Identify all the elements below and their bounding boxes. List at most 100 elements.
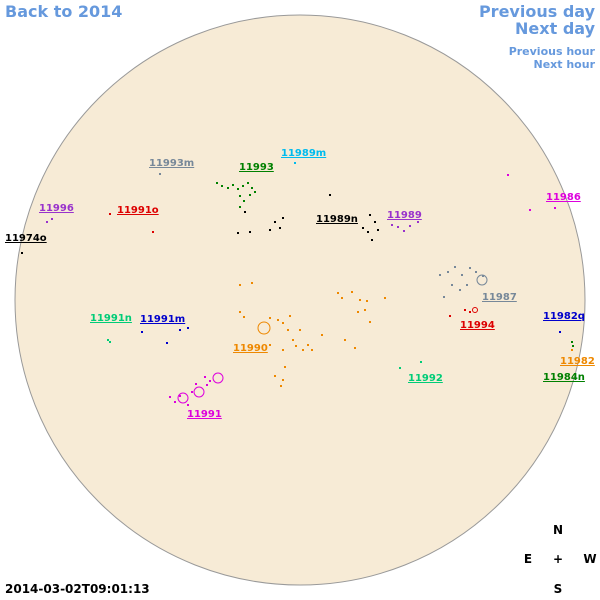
sunspot-11993m-dot-0 [159,173,161,175]
region-label-11996[interactable]: 11996 [39,203,74,214]
sunspot-11992-dot-0 [420,361,422,363]
sunspot-11991n-dot-1 [109,341,111,343]
region-label-11991o[interactable]: 11991o [117,205,159,216]
region-label-11984n[interactable]: 11984n [543,372,585,383]
sunspot-11993-dot-6 [247,182,249,184]
sunspot-features [21,162,574,406]
compass: N E + W S [524,523,597,596]
region-label-11993m[interactable]: 11993m [149,158,194,169]
sunspot-11992-dot-1 [399,367,401,369]
sunspot-11991-dot-2 [179,395,181,397]
previous-hour-link[interactable]: Previous hour [508,45,595,58]
solar-disk [14,14,586,586]
sunspot-11993-dot-10 [239,206,241,208]
sunspot-11990-dot-28 [321,334,323,336]
sunspot-ring-3 [177,392,189,404]
sunspot-11987-dot-8 [459,289,461,291]
sunspot-11986-dot-1 [529,209,531,211]
sunspot-11990-dot-11 [295,345,297,347]
sunspot-11993-dot-5 [242,185,244,187]
region-label-11990[interactable]: 11990 [233,343,268,354]
sunspot-11991-dot-0 [169,396,171,398]
sunspot-11989n-dot-1 [244,211,246,213]
sunspot-11991n-dot-0 [107,339,109,341]
region-label-11989m[interactable]: 11989m [281,148,326,159]
sunspot-11982-dot-0 [571,349,573,351]
region-label-11987[interactable]: 11987 [482,292,517,303]
region-label-11993[interactable]: 11993 [239,162,274,173]
sunspot-11990-dot-19 [337,292,339,294]
region-label-11986[interactable]: 11986 [546,192,581,203]
sunspot-11989-dot-3 [409,225,411,227]
sunspot-11990-dot-0 [239,284,241,286]
compass-east: E [524,552,532,566]
sunspot-11991m-dot-3 [166,342,168,344]
sunspot-11991m-dot-2 [187,327,189,329]
next-day-link[interactable]: Next day [515,19,595,38]
sunspot-11990-dot-30 [280,385,282,387]
sunspot-11987-dot-1 [447,271,449,273]
sunspot-ring-0 [257,321,271,335]
region-label-11982[interactable]: 11982 [560,356,595,367]
sunspot-11987-dot-6 [482,275,484,277]
sunspot-11990-dot-13 [307,344,309,346]
sunspot-11996-dot-0 [46,221,48,223]
sunspot-11990-dot-17 [274,375,276,377]
sunspot-11987-dot-2 [454,266,456,268]
sunspot-11990-dot-14 [311,349,313,351]
region-label-11994[interactable]: 11994 [460,320,495,331]
sunspot-11989-dot-4 [417,221,419,223]
sunspot-11989n-dot-2 [274,221,276,223]
previous-day-link[interactable]: Previous day [478,2,595,21]
sunspot-11982q-dot-0 [559,331,561,333]
observation-timestamp: 2014-03-02T09:01:13 [5,582,150,596]
region-label-11991[interactable]: 11991 [187,409,222,420]
sunspot-11986-dot-0 [507,174,509,176]
sunspot-11994-dot-0 [464,309,466,311]
sunspot-11990-dot-12 [302,349,304,351]
sunspot-11986-dot-2 [554,207,556,209]
sunspot-11993-dot-1 [221,185,223,187]
back-to-year-link[interactable]: Back to 2014 [5,2,123,21]
sunspot-11989n-dot-13 [377,229,379,231]
sunspot-11990-dot-29 [284,366,286,368]
sunspot-11993-dot-3 [232,184,234,186]
sunspot-11989-dot-0 [391,224,393,226]
sunspot-11993-dot-2 [227,187,229,189]
compass-south: S [554,582,563,596]
sunspot-11990-dot-32 [384,297,386,299]
sunspot-11991o-dot-1 [152,231,154,233]
sunspot-11989n-dot-0 [329,194,331,196]
sunspot-ring-5 [472,307,478,313]
sunspot-11990-dot-24 [369,321,371,323]
sunspot-11991-dot-6 [209,380,211,382]
sunspot-11990-dot-18 [282,379,284,381]
sunspot-11989n-dot-10 [367,231,369,233]
sunspot-11989n-dot-3 [279,227,281,229]
sunspot-11990-dot-7 [289,315,291,317]
next-hour-link[interactable]: Next hour [533,58,596,71]
sunspot-11991m-dot-1 [179,329,181,331]
compass-north: N [553,523,563,537]
sunspot-11989-dot-2 [403,230,405,232]
region-label-11982q[interactable]: 11982q [543,311,585,322]
sunspot-11974o-dot-0 [21,252,23,254]
sunspot-11993-dot-8 [239,195,241,197]
sunspot-11990-dot-3 [243,316,245,318]
sunspot-11994-dot-2 [449,315,451,317]
region-label-11989n[interactable]: 11989n [316,214,358,225]
sunspot-11989n-dot-9 [374,221,376,223]
sunspot-11991-dot-4 [195,383,197,385]
sunspot-11984n-dot-1 [572,345,574,347]
sunspot-11991-dot-5 [204,376,206,378]
sunspot-11996-dot-1 [51,218,53,220]
region-label-11974o[interactable]: 11974o [5,233,47,244]
region-label-11991m[interactable]: 11991m [140,314,185,325]
sunspot-11993-dot-7 [251,187,253,189]
region-label-11989[interactable]: 11989 [387,210,422,221]
sunspot-11987-dot-4 [469,267,471,269]
sunspot-11990-dot-8 [287,329,289,331]
region-label-11991n[interactable]: 11991n [90,313,132,324]
region-label-11992[interactable]: 11992 [408,373,443,384]
